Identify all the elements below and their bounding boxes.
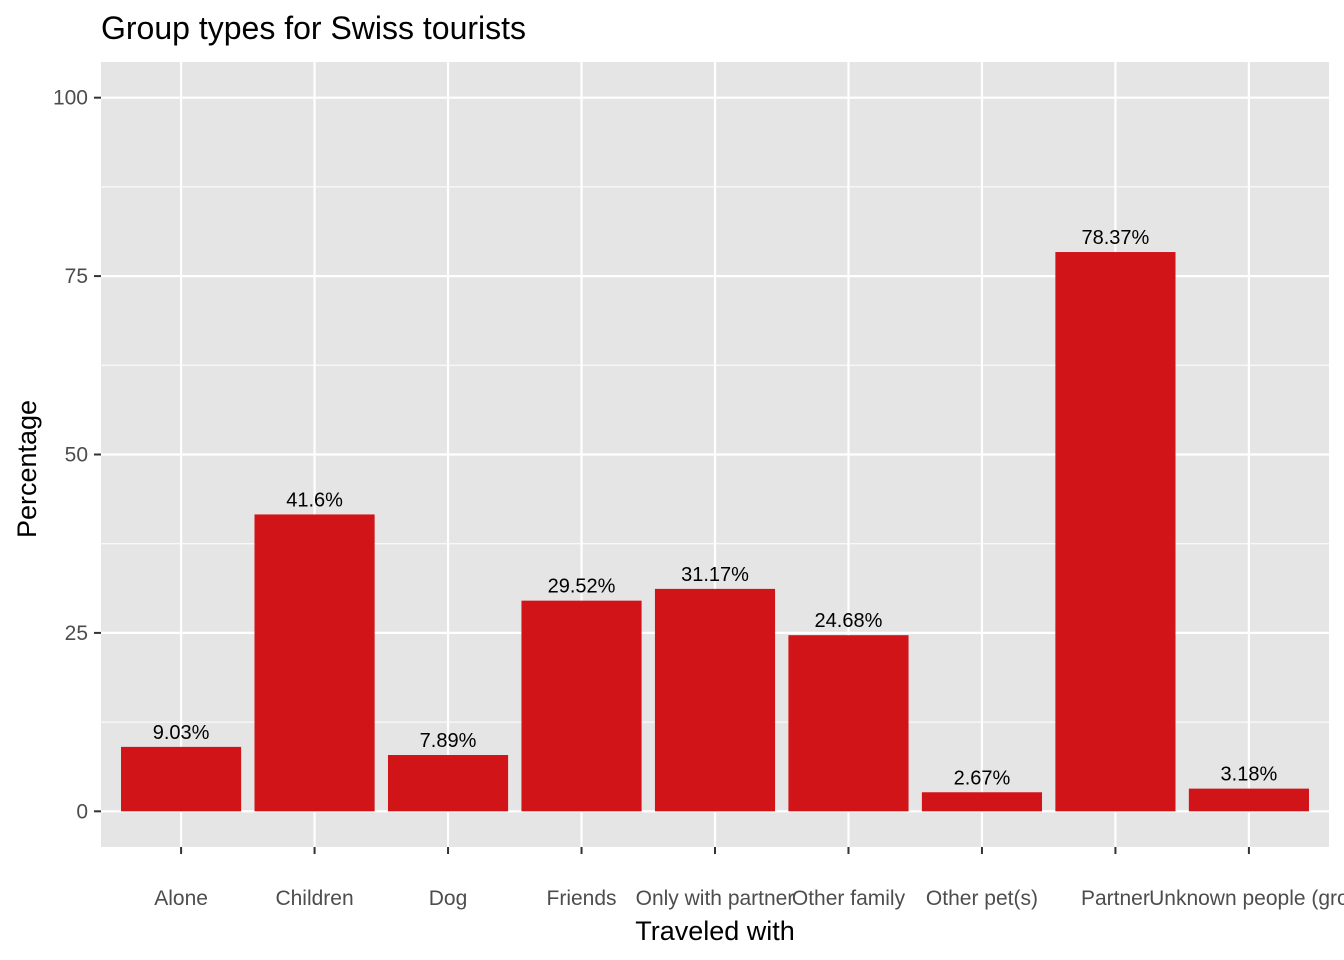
x-tick-label: Children bbox=[275, 887, 353, 910]
y-tick-label: 0 bbox=[76, 800, 88, 823]
y-axis-title: Percentage bbox=[12, 400, 42, 538]
y-tick-label: 50 bbox=[65, 444, 88, 467]
data-label: 31.17% bbox=[681, 564, 749, 586]
data-label: 7.89% bbox=[420, 730, 477, 752]
bar bbox=[121, 746, 242, 812]
data-label: 3.18% bbox=[1221, 764, 1278, 786]
x-axis: Alone Children Dog Friends Only with partner… bbox=[154, 847, 1344, 910]
bar bbox=[521, 600, 642, 812]
x-tick-label: Partner bbox=[1081, 887, 1150, 910]
data-labels: 9.03% 41.6% 7.89% 29.52% 31.17% 24.68% 2.67% 78… bbox=[153, 227, 1278, 789]
bar bbox=[387, 755, 509, 812]
x-tick-label: Other family bbox=[792, 887, 906, 910]
data-label: 2.67% bbox=[954, 767, 1011, 789]
data-label: 24.68% bbox=[815, 610, 883, 632]
bar bbox=[921, 792, 1043, 812]
x-tick-label: Only with partner bbox=[636, 887, 795, 910]
x-tick-label: Friends bbox=[547, 887, 617, 910]
bar bbox=[254, 514, 375, 812]
x-tick-label: Other pet(s) bbox=[926, 887, 1038, 910]
y-axis: 0 25 50 75 100 bbox=[53, 87, 101, 823]
data-label: 29.52% bbox=[548, 576, 616, 598]
data-label: 9.03% bbox=[153, 722, 210, 744]
x-tick-label: Alone bbox=[154, 887, 208, 910]
data-label: 78.37% bbox=[1082, 227, 1150, 249]
x-tick-label: Dog bbox=[429, 887, 468, 910]
x-tick-label: Unknown people (gro bbox=[1149, 887, 1344, 910]
bar bbox=[1188, 788, 1309, 812]
y-tick-label: 25 bbox=[65, 622, 88, 645]
x-axis-title: Traveled with bbox=[635, 916, 795, 946]
chart-title: Group types for Swiss tourists bbox=[101, 10, 526, 46]
bar bbox=[654, 588, 776, 812]
bar bbox=[1055, 252, 1176, 812]
bar bbox=[788, 635, 909, 812]
y-tick-label: 100 bbox=[53, 87, 88, 110]
data-label: 41.6% bbox=[286, 489, 343, 511]
bars bbox=[121, 252, 1309, 812]
y-tick-label: 75 bbox=[65, 265, 88, 288]
